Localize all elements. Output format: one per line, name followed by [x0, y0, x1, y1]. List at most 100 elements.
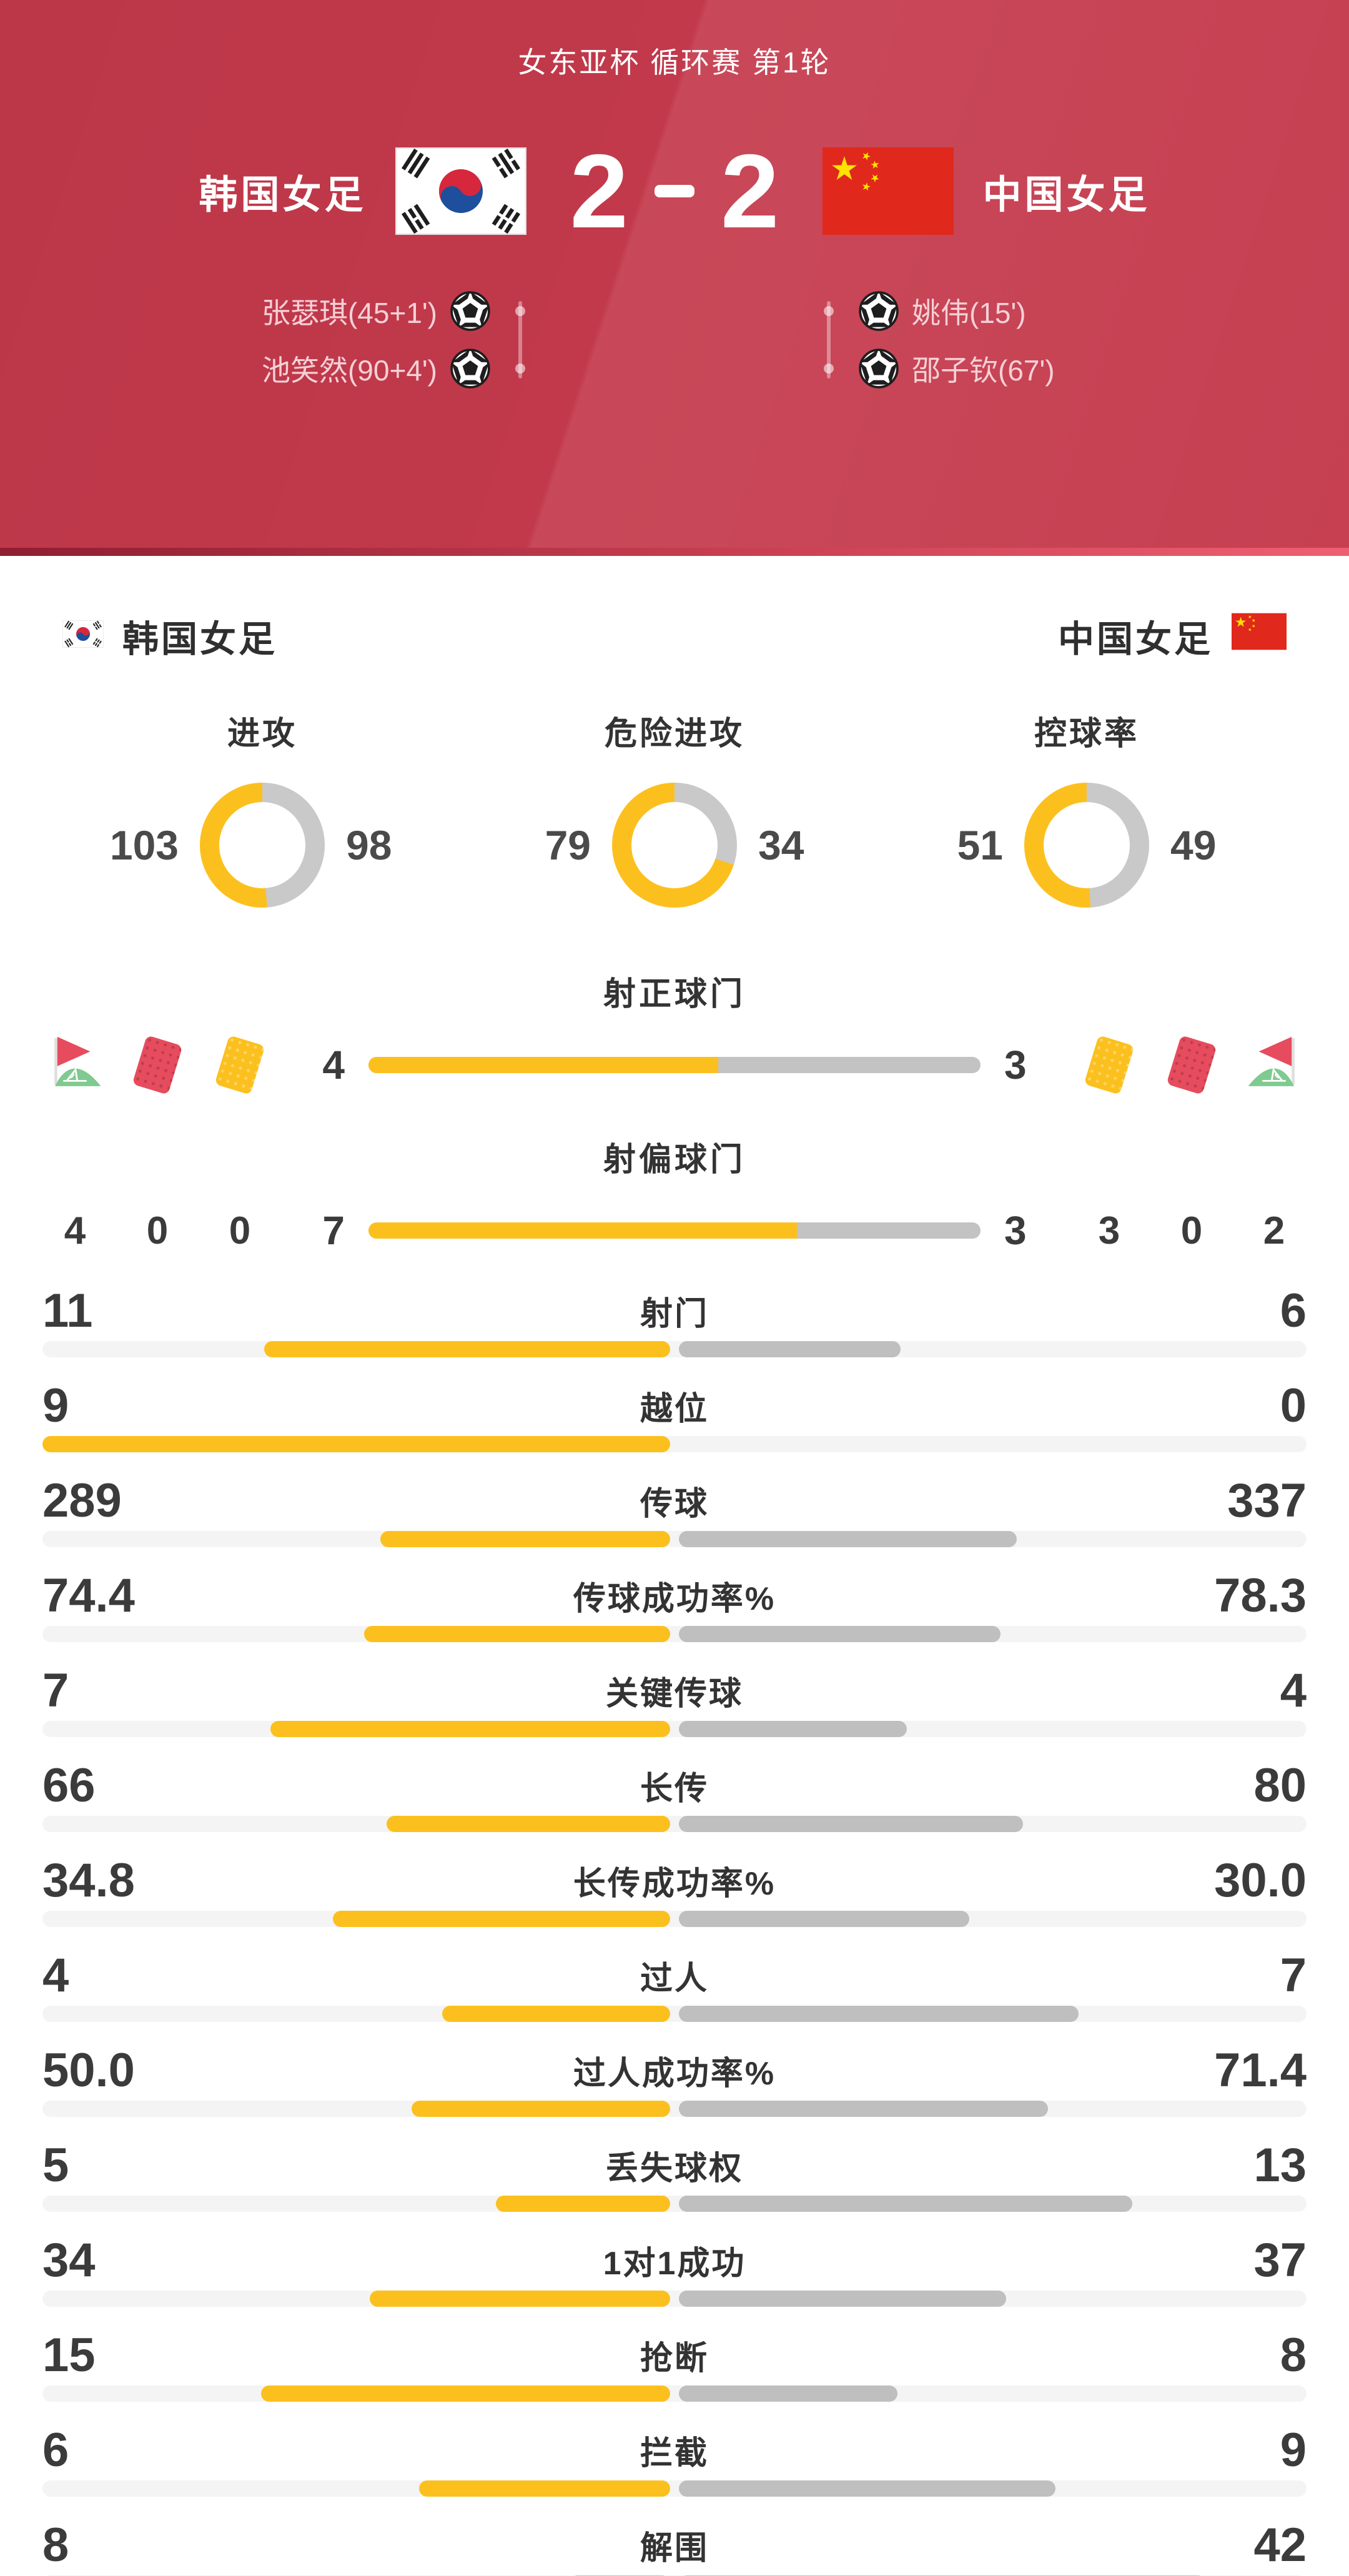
discipline-slot: 4: [41, 1209, 109, 1253]
stat-head: 6 拦截 9: [0, 2423, 1349, 2477]
score-row: 韩国女足 2 2 中国女足: [0, 139, 1349, 244]
stat-label: 过人成功率%: [573, 2056, 776, 2092]
stat-home-value: 289: [42, 1474, 122, 1527]
stat-home-value: 5: [42, 2139, 69, 2192]
donut-away-value: 49: [1170, 822, 1217, 868]
scorer-item: 池笑然(90+4'): [116, 340, 491, 397]
red-card-icon: [132, 1035, 183, 1095]
discipline-icons-home: [41, 1035, 274, 1095]
stat-bar-track: [42, 1436, 1307, 1452]
stat-bar-home-fill: [270, 1721, 670, 1737]
donut-chart: 进攻 103 98: [69, 707, 456, 908]
stat-label: 抢断: [640, 2341, 709, 2377]
discipline-slot: 0: [1158, 1209, 1225, 1253]
duel-home-value: 7: [322, 1208, 345, 1253]
stat-row: 66 长传 80: [0, 1758, 1349, 1853]
home-goal-timeline: [515, 282, 525, 397]
donut-ring: [1024, 783, 1149, 908]
stat-row: 34.8 长传成功率% 30.0: [0, 1853, 1349, 1948]
away-score: 2: [721, 132, 779, 250]
stat-away-value: 337: [1227, 1474, 1307, 1527]
donut-chart: 危险进攻 79 34: [481, 707, 868, 908]
home-yellow-cards-count: 0: [229, 1209, 251, 1252]
stat-home-value: 7: [42, 1664, 69, 1717]
scorer-item: 姚伟(15'): [858, 282, 1233, 340]
stat-row: 50.0 过人成功率% 71.4: [0, 2043, 1349, 2138]
stat-away-value: 9: [1280, 2424, 1307, 2477]
stat-bar-away-fill: [679, 1721, 907, 1737]
score: 2 2: [570, 139, 779, 244]
stat-head: 66 长传 80: [0, 1758, 1349, 1812]
donut-home-value: 51: [957, 822, 1003, 868]
teams-bar-away: 中国女足: [1058, 610, 1287, 662]
discipline-counts-away: 3 0 2: [1075, 1209, 1308, 1253]
stat-row: 6 拦截 9: [0, 2423, 1349, 2518]
stat-head: 74.4 传球成功率% 78.3: [0, 1568, 1349, 1622]
stat-away-value: 30.0: [1214, 1854, 1307, 1907]
stat-head: 289 传球 337: [0, 1474, 1349, 1527]
discipline-slot: [1158, 1035, 1225, 1095]
stat-head: 8 解围 42: [0, 2518, 1349, 2572]
stat-bar-away-fill: [679, 2006, 1079, 2022]
stat-bar-track: [42, 2480, 1307, 2497]
home-team-label: 韩国女足: [122, 619, 278, 660]
stat-head: 11 射门 6: [0, 1284, 1349, 1337]
stat-bar-away-fill: [679, 1911, 970, 1927]
stat-bar-home-fill: [412, 2101, 670, 2117]
stat-bar-away-fill: [679, 1341, 901, 1357]
stat-head: 4 过人 7: [0, 1948, 1349, 2002]
donut-home-value: 103: [109, 822, 179, 868]
stat-bar-home-fill: [419, 2480, 670, 2497]
stat-label: 传球: [640, 1486, 709, 1522]
donut-ring: [612, 783, 737, 908]
duel-away-value: 3: [1004, 1043, 1027, 1087]
away-team-label: 中国女足: [1057, 619, 1213, 660]
donut-hole: [219, 802, 305, 888]
korea-flag-image: [395, 147, 526, 235]
stat-bar-home-fill: [495, 2196, 670, 2212]
discipline-counts-home: 4 0 0: [41, 1209, 274, 1253]
stat-away-value: 71.4: [1214, 2044, 1307, 2097]
donut-row: 103 98: [105, 783, 420, 908]
stat-home-value: 6: [42, 2424, 69, 2477]
away-red-cards-count: 0: [1180, 1209, 1203, 1252]
stat-label: 1对1成功: [603, 2246, 746, 2282]
stat-bar-home-fill: [369, 2291, 670, 2307]
stat-bar-home-fill: [442, 2006, 670, 2022]
stat-away-value: 13: [1253, 2139, 1307, 2192]
stat-away-value: 78.3: [1214, 1569, 1307, 1622]
stat-bar-track: [42, 1816, 1307, 1832]
corner-flag-icon: [54, 1036, 101, 1086]
donut-ring: [200, 783, 325, 908]
stat-bar-track: [42, 2385, 1307, 2402]
duel-bar: [368, 1057, 981, 1073]
stat-away-value: 80: [1253, 1759, 1307, 1812]
stat-label: 长传成功率%: [573, 1866, 776, 1902]
discipline-slot: 3: [1075, 1209, 1143, 1253]
timeline-dot: [824, 306, 834, 316]
donut-chart: 控球率 51 49: [893, 707, 1280, 908]
stat-home-value: 50.0: [42, 2044, 135, 2097]
duel-away-value: 3: [1004, 1208, 1027, 1253]
stat-bar-track: [42, 1626, 1307, 1642]
duel-row: 4 0 0 7 3 3 0 2: [0, 1196, 1349, 1265]
stat-head: 5 丢失球权 13: [0, 2138, 1349, 2192]
stat-bar-track: [42, 2006, 1307, 2022]
soccer-ball-icon: [450, 291, 490, 331]
yellow-card-icon: [1084, 1035, 1135, 1095]
away-goal-timeline: [824, 282, 834, 397]
donut-hole: [1044, 802, 1130, 888]
stat-home-value: 11: [42, 1284, 93, 1337]
stat-bar-home-fill: [264, 1341, 670, 1357]
stat-bar-track: [42, 1531, 1307, 1547]
red-card-icon: [1166, 1035, 1217, 1095]
stat-bar-track: [42, 2291, 1307, 2307]
stat-bar-home-fill: [386, 1816, 670, 1832]
home-corners-count: 4: [64, 1209, 86, 1252]
donut-charts: 进攻 103 98 危险进攻 79 34 控球率 51 49: [0, 707, 1349, 908]
stat-bar-away-fill: [679, 1816, 1023, 1832]
discipline-slot: 0: [124, 1209, 191, 1253]
stat-label: 解围: [640, 2530, 709, 2567]
stat-head: 34.8 长传成功率% 30.0: [0, 1853, 1349, 1907]
stat-home-value: 15: [42, 2329, 96, 2382]
